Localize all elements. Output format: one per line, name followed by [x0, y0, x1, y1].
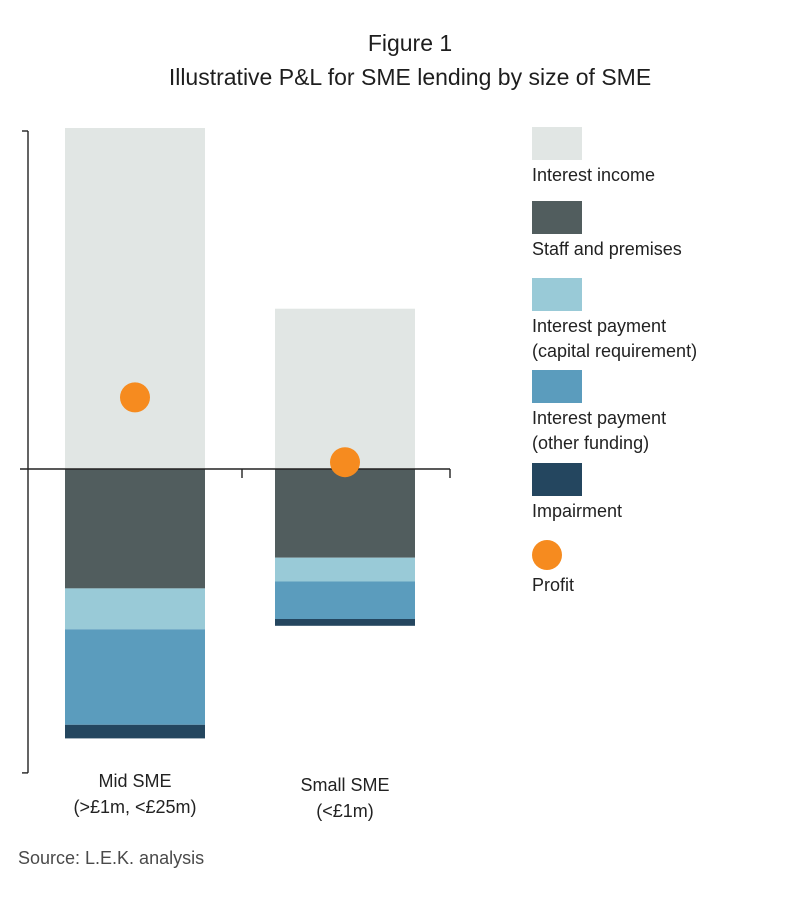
legend-label: Interest payment	[532, 316, 667, 336]
legend-label: (capital requirement)	[532, 341, 698, 361]
bar-segment-impairment	[275, 619, 415, 626]
profit-marker	[120, 382, 150, 413]
bar-segment-interest-payment-capital-requirement	[65, 588, 205, 630]
legend-swatch	[532, 201, 582, 234]
legend-label: Impairment	[532, 501, 623, 521]
legend-label: Staff and premises	[532, 239, 682, 259]
legend-item: Staff and premises	[532, 201, 682, 262]
legend-item: Interest payment (other funding)	[532, 370, 666, 456]
bar-segment-staff-and-premises	[65, 469, 205, 589]
source-note: Source: L.E.K. analysis	[18, 848, 205, 868]
bar-segment-interest-income	[275, 308, 415, 469]
category-label-line2: (<£1m)	[316, 801, 374, 821]
legend-marker-dot	[532, 540, 562, 570]
category-label-mid-sme: Mid SME (>£1m, <£25m)	[35, 768, 235, 820]
category-label-line2: (>£1m, <£25m)	[73, 797, 197, 817]
bar-segment-staff-and-premises	[275, 469, 415, 558]
legend-item: Interest payment (capital requirement)	[532, 278, 697, 364]
bar-segment-interest-payment-other-funding	[275, 581, 415, 619]
chart-title: Illustrative P&L for SME lending by size…	[168, 64, 652, 90]
legend-label: Interest income	[532, 165, 656, 185]
legend-label: (other funding)	[532, 433, 650, 453]
bar-segment-impairment	[65, 724, 205, 739]
bar-segment-interest-payment-capital-requirement	[275, 557, 415, 582]
legend-item: Impairment	[532, 463, 622, 524]
legend-item: Profit	[532, 540, 574, 598]
legend-item: Interest income	[532, 127, 655, 188]
figure-label: Figure 1	[367, 30, 453, 56]
bar-segment-interest-payment-other-funding	[65, 629, 205, 725]
category-label-line1: Small SME	[300, 775, 390, 795]
legend-label: Interest payment	[532, 408, 667, 428]
bar-segment-interest-income	[65, 128, 205, 469]
category-label-small-sme: Small SME (<£1m)	[245, 772, 445, 824]
legend-swatch	[532, 278, 582, 311]
category-label-line1: Mid SME	[98, 771, 172, 791]
legend-swatch	[532, 370, 582, 403]
legend-swatch	[532, 127, 582, 160]
legend-label: Profit	[532, 575, 575, 595]
legend-swatch	[532, 463, 582, 496]
profit-marker	[330, 447, 360, 478]
